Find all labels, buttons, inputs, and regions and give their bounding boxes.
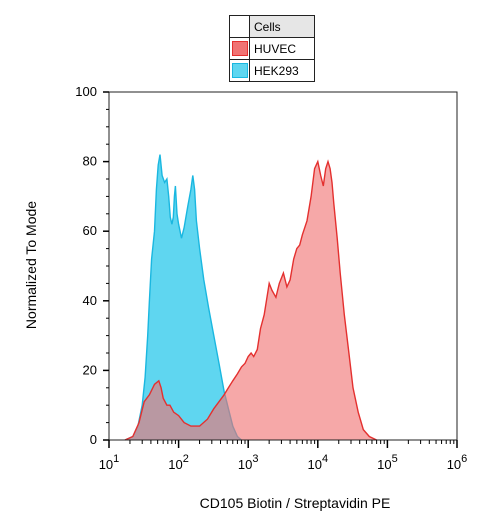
y-axis-label: Normalized To Mode — [23, 200, 39, 330]
legend-label-huvec: HUVEC — [249, 37, 315, 60]
x-tick-label-2: 102 — [168, 453, 189, 472]
y-tick-label-60: 60 — [83, 223, 97, 238]
legend: Cells HUVEC HEK293 — [229, 15, 315, 82]
x-tick-label-6: 106 — [447, 453, 468, 472]
y-tick-label-0: 0 — [90, 432, 97, 447]
x-tick-label-3: 103 — [238, 453, 259, 472]
x-tick-label-4: 104 — [308, 453, 329, 472]
series-line-hek293 — [124, 154, 242, 441]
x-tick-label-5: 105 — [377, 453, 398, 472]
legend-swatch-hek293 — [229, 59, 250, 82]
series-line-huvec — [124, 159, 377, 441]
legend-swatch-huvec — [229, 37, 250, 60]
y-tick-label-100: 100 — [75, 84, 97, 99]
legend-label-hek293: HEK293 — [249, 59, 315, 82]
series-area-hek293 — [125, 154, 242, 440]
legend-header-spacer — [229, 15, 250, 38]
y-tick-label-80: 80 — [83, 154, 97, 169]
series-area-huvec — [125, 161, 377, 440]
x-axis-label: CD105 Biotin / Streptavidin PE — [199, 495, 391, 511]
x-tick-label-1: 101 — [99, 453, 120, 472]
y-tick-label-40: 40 — [83, 293, 97, 308]
y-tick-label-20: 20 — [83, 362, 97, 377]
axes: 0 20 40 60 80 100 101 102 103 104 105 106 — [75, 84, 467, 472]
plot-area — [124, 154, 377, 441]
legend-title: Cells — [249, 15, 315, 38]
